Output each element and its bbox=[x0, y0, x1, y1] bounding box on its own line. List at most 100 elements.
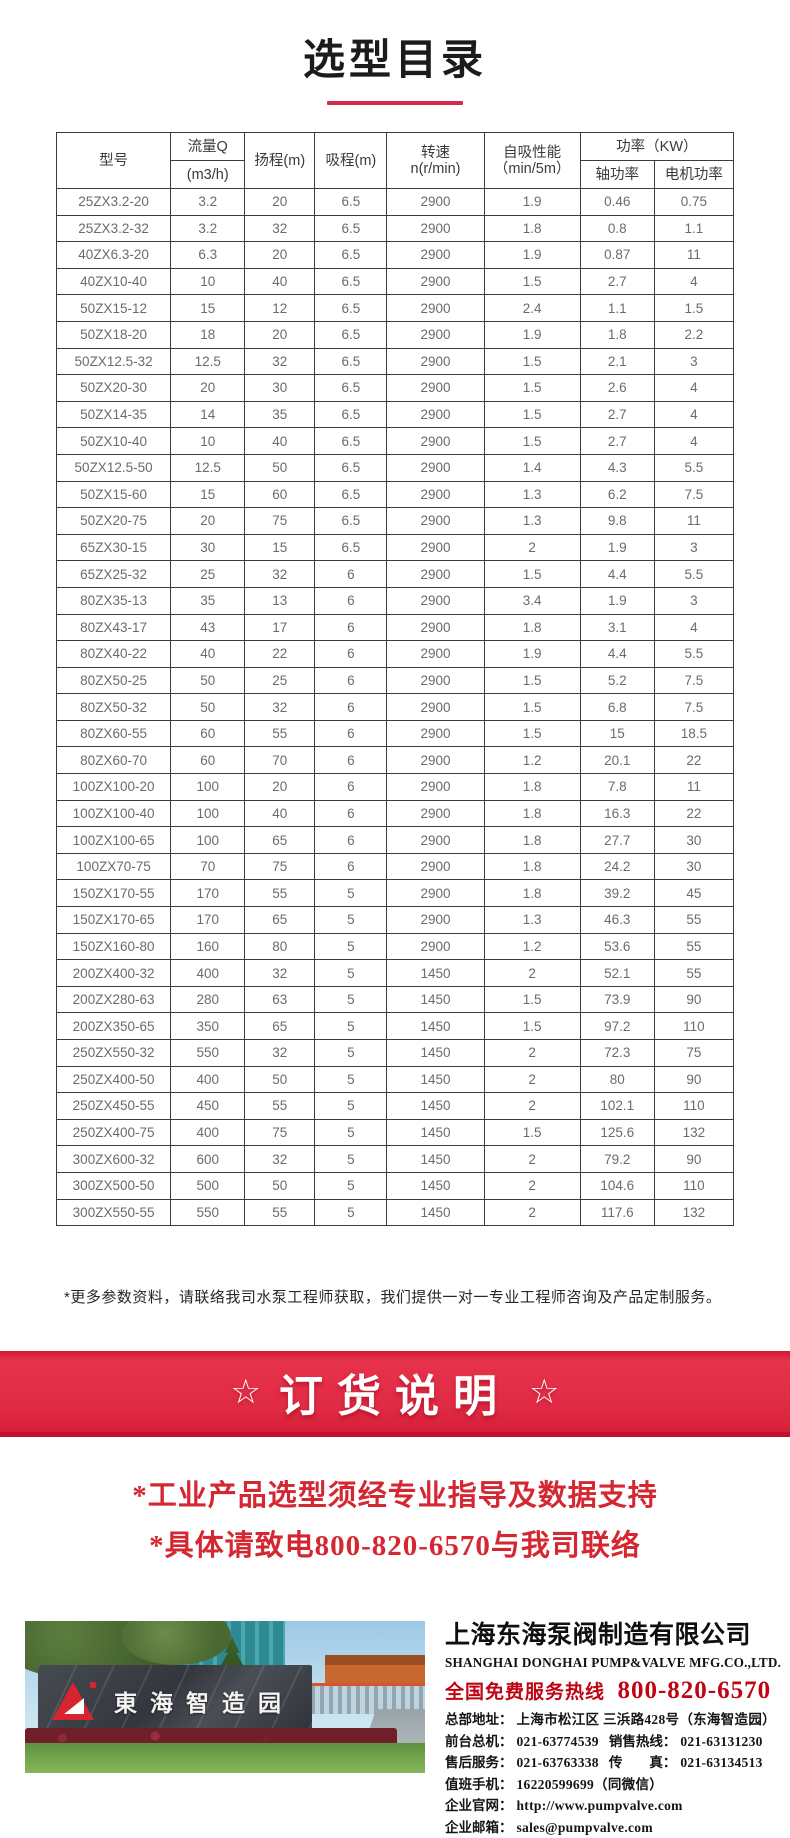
value-cell: 17 bbox=[244, 613, 316, 642]
value-cell: 2900 bbox=[386, 586, 485, 615]
value-cell: 5 bbox=[314, 1145, 388, 1173]
value-cell: 6.5 bbox=[314, 533, 388, 562]
value-cell: 2900 bbox=[386, 826, 485, 854]
value-cell: 5 bbox=[314, 1039, 388, 1067]
value-cell: 6 bbox=[314, 746, 388, 775]
value-cell: 60 bbox=[170, 746, 246, 775]
contact-link[interactable]: http://www.pumpvalve.com bbox=[516, 1798, 683, 1814]
value-cell: 1450 bbox=[386, 1065, 485, 1094]
value-cell: 5 bbox=[314, 906, 388, 934]
value-cell: 1.8 bbox=[483, 613, 581, 642]
model-cell: 300ZX550-55 bbox=[55, 1198, 172, 1227]
value-cell: 400 bbox=[170, 1065, 246, 1094]
model-cell: 300ZX500-50 bbox=[55, 1171, 172, 1200]
value-cell: 4.4 bbox=[579, 560, 655, 588]
value-cell: 2900 bbox=[386, 932, 485, 961]
value-cell: 2 bbox=[483, 959, 581, 987]
value-cell: 170 bbox=[170, 906, 246, 934]
value-cell: 132 bbox=[653, 1118, 735, 1147]
contact-label: 企业官网： bbox=[445, 1798, 513, 1814]
value-cell: 100 bbox=[170, 773, 246, 801]
model-cell: 25ZX3.2-20 bbox=[55, 188, 172, 216]
value-cell: 4.3 bbox=[579, 453, 655, 482]
header-motor-power: 电机功率 bbox=[653, 160, 735, 189]
table-row: 100ZX100-20 100 20 6 2900 1.8 7.8 11 bbox=[55, 773, 735, 801]
value-cell: 46.3 bbox=[579, 906, 655, 934]
value-cell: 73.9 bbox=[579, 985, 655, 1014]
header-speed-line2: n(r/min) bbox=[410, 160, 461, 177]
value-cell: 45 bbox=[653, 879, 735, 908]
value-cell: 1.5 bbox=[483, 666, 581, 695]
value-cell: 18.5 bbox=[653, 719, 735, 748]
model-cell: 50ZX15-12 bbox=[55, 294, 172, 322]
model-cell: 200ZX350-65 bbox=[55, 1012, 172, 1040]
table-row: 300ZX550-55 550 55 5 1450 2 117.6 132 bbox=[55, 1198, 735, 1227]
value-cell: 6.5 bbox=[314, 294, 388, 322]
contact-link[interactable]: sales@pumpvalve.com bbox=[516, 1819, 653, 1835]
donghai-logo-icon bbox=[52, 1680, 98, 1722]
value-cell: 15 bbox=[244, 533, 316, 562]
value-cell: 55 bbox=[653, 932, 735, 961]
value-cell: 32 bbox=[244, 1145, 316, 1173]
value-cell: 1.3 bbox=[483, 507, 581, 535]
value-cell: 2900 bbox=[386, 560, 485, 588]
value-cell: 1.2 bbox=[483, 746, 581, 775]
value-cell: 30 bbox=[653, 826, 735, 854]
value-cell: 53.6 bbox=[579, 932, 655, 961]
value-cell: 1450 bbox=[386, 1171, 485, 1200]
contact-label: 售后服务： bbox=[445, 1755, 513, 1771]
model-cell: 50ZX12.5-32 bbox=[55, 347, 172, 376]
table-row: 65ZX25-32 25 32 6 2900 1.5 4.4 5.5 bbox=[55, 560, 735, 588]
value-cell: 1.1 bbox=[653, 214, 735, 243]
model-cell: 80ZX43-17 bbox=[55, 613, 172, 642]
header-self-priming-line2: （min/5m） bbox=[493, 160, 571, 177]
value-cell: 2900 bbox=[386, 693, 485, 721]
value-cell: 5 bbox=[314, 959, 388, 987]
value-cell: 72.3 bbox=[579, 1039, 655, 1067]
table-header: 型号 流量Q 扬程(m) 吸程(m) 转速 n(r/min) 自吸性能 （min… bbox=[55, 132, 735, 189]
value-cell: 1.5 bbox=[483, 560, 581, 588]
table-row: 150ZX170-55 170 55 5 2900 1.8 39.2 45 bbox=[55, 879, 735, 908]
value-cell: 2 bbox=[483, 1171, 581, 1200]
value-cell: 2900 bbox=[386, 879, 485, 908]
value-cell: 9.8 bbox=[579, 507, 655, 535]
value-cell: 1.5 bbox=[483, 347, 581, 376]
value-cell: 1.8 bbox=[483, 214, 581, 243]
value-cell: 1.2 bbox=[483, 932, 581, 961]
value-cell: 6 bbox=[314, 773, 388, 801]
value-cell: 25 bbox=[244, 666, 316, 695]
value-cell: 5.2 bbox=[579, 666, 655, 695]
table-row: 50ZX14-35 14 35 6.5 2900 1.5 2.7 4 bbox=[55, 400, 735, 429]
value-cell: 2900 bbox=[386, 480, 485, 509]
value-cell: 15 bbox=[170, 480, 246, 509]
value-cell: 0.46 bbox=[579, 188, 655, 216]
value-cell: 70 bbox=[170, 852, 246, 881]
value-cell: 52.1 bbox=[579, 959, 655, 987]
table-row: 80ZX43-17 43 17 6 2900 1.8 3.1 4 bbox=[55, 613, 735, 642]
value-cell: 5.5 bbox=[653, 453, 735, 482]
value-cell: 55 bbox=[244, 879, 316, 908]
table-row: 250ZX450-55 450 55 5 1450 2 102.1 110 bbox=[55, 1092, 735, 1120]
model-cell: 65ZX25-32 bbox=[55, 560, 172, 588]
value-cell: 2.2 bbox=[653, 320, 735, 349]
value-cell: 20 bbox=[244, 241, 316, 269]
value-cell: 32 bbox=[244, 347, 316, 376]
star-icon: ☆ bbox=[529, 1372, 560, 1411]
table-row: 50ZX12.5-50 12.5 50 6.5 2900 1.4 4.3 5.5 bbox=[55, 453, 735, 482]
value-cell: 7.8 bbox=[579, 773, 655, 801]
value-cell: 12.5 bbox=[170, 453, 246, 482]
value-cell: 4 bbox=[653, 613, 735, 642]
value-cell: 16.3 bbox=[579, 799, 655, 828]
value-cell: 4 bbox=[653, 267, 735, 296]
model-cell: 80ZX35-13 bbox=[55, 586, 172, 615]
value-cell: 3.2 bbox=[170, 214, 246, 243]
contact-label: 前台总机： bbox=[445, 1733, 513, 1749]
model-cell: 250ZX550-32 bbox=[55, 1039, 172, 1067]
value-cell: 18 bbox=[170, 320, 246, 349]
value-cell: 13 bbox=[244, 586, 316, 615]
service-hotline: 全国免费服务热线 800-820-6570 bbox=[445, 1677, 790, 1705]
value-cell: 104.6 bbox=[579, 1171, 655, 1200]
value-cell: 2900 bbox=[386, 746, 485, 775]
value-cell: 12.5 bbox=[170, 347, 246, 376]
